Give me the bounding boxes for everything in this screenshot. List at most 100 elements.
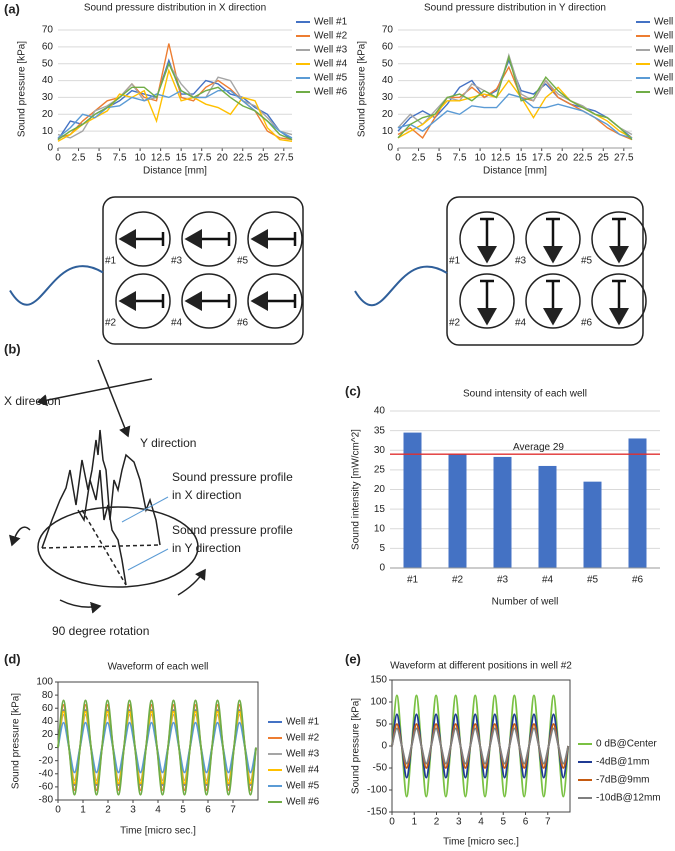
series-line [57,699,257,796]
x-axis-label: Distance [mm] [143,166,207,177]
panel-label: (b) [4,341,21,356]
well-label: #4 [515,318,527,329]
legend-label: Well #3 [314,45,348,56]
series-line [57,43,293,141]
legend-label: Well #4 [314,59,348,70]
x-axis-label: Time [micro sec.] [443,837,519,848]
well [181,273,237,329]
legend-label: Well #2 [654,31,675,42]
well-label: #2 [105,318,117,329]
y-tick-label: 0 [379,563,385,574]
series-line [57,89,293,139]
rotate-arrow [9,526,31,547]
well [115,211,171,267]
y-tick-label: -60 [39,782,54,793]
sketch: X direction Y direction Sound pressure p… [4,359,293,638]
well [459,211,515,267]
y-tick-label: -20 [39,755,54,766]
bar [538,465,557,568]
well-label: #5 [237,256,249,267]
dash-x [41,544,161,549]
cable [354,265,448,307]
y-tick-label: 20 [42,729,54,740]
x-tick-label: #2 [452,575,464,586]
y-tick-label: 10 [374,523,386,534]
legend-label: Well #6 [314,87,348,98]
bar [583,481,602,568]
profile-x [41,429,161,549]
y-axis-label: Sound pressure [kPa] [17,41,28,137]
legend-label: Well #3 [654,45,675,56]
y-tick-label: 0 [381,741,387,752]
x-tick-label: 2 [105,805,111,816]
well-label: #1 [449,256,461,267]
y-tick-label: 60 [382,41,394,52]
x-tick-label: 5 [500,817,506,828]
legend-label: Well #6 [654,87,675,98]
legend-label: Well #5 [314,73,348,84]
x-tick-label: 7 [230,805,236,816]
panel-label: (a) [4,1,20,16]
y-tick-label: 70 [382,25,394,36]
x-tick-label: 6 [205,805,211,816]
x-tick-label: 10 [135,153,147,164]
legend-label: Well #5 [286,781,320,792]
x-tick-label: 17.5 [192,153,212,164]
x-tick-label: #1 [407,575,419,586]
y-tick-label: 100 [36,677,53,688]
series-line [397,79,633,139]
well [247,273,303,329]
x-tick-label: 1 [80,805,86,816]
y-axis-label: Sound pressure [kPa] [11,693,22,789]
x-axis-label: Time [micro sec.] [120,826,196,837]
y-arrow [97,359,131,438]
panel-label: (e) [345,651,361,666]
x-tick-label: 10 [475,153,487,164]
y-tick-label: 70 [42,25,54,36]
y-axis-label: Sound pressure [kPa] [357,41,368,137]
x-tick-label: 17.5 [532,153,552,164]
x-tick-label: 15 [176,153,188,164]
y-tick-label: 25 [374,465,386,476]
well [181,211,237,267]
chart-title: Sound pressure distribution in X directi… [84,3,266,14]
panel-label: (c) [345,383,361,398]
well-label: #3 [515,256,527,267]
legend-label: -4dB@1mm [596,757,650,768]
legend-label: 0 dB@Center [596,739,657,750]
y-tick-label: 30 [42,92,54,103]
x-tick-label: 12.5 [151,153,171,164]
x-tick-label: 3 [456,817,462,828]
y-tick-label: 20 [374,484,386,495]
y-tick-label: -50 [373,763,388,774]
well [459,273,515,329]
well [591,273,647,329]
y-tick-label: 40 [374,406,386,417]
series-line [397,54,633,141]
x-tick-label: 1 [411,817,417,828]
chart-title: Sound pressure distribution in Y directi… [424,3,606,14]
x-tick-label: 20 [557,153,569,164]
well [525,273,581,329]
x-tick-label: 20 [217,153,229,164]
y-tick-label: 35 [374,425,386,436]
y-tick-label: 20 [42,109,54,120]
label: 90 degree rotation [52,624,149,638]
y-tick-label: 150 [370,675,387,686]
chart-title: Sound intensity of each well [463,389,587,400]
x-tick-label: #4 [542,575,554,586]
series-line [397,93,633,139]
x-tick-label: 6 [523,817,529,828]
x-tick-label: #3 [497,575,509,586]
bar [448,454,467,568]
x-tick-label: 7.5 [453,153,467,164]
legend-label: Well #4 [286,765,320,776]
x-arrow [36,378,153,407]
y-tick-label: 10 [42,126,54,137]
x-tick-label: 12.5 [491,153,511,164]
y-tick-label: 0 [47,143,53,154]
x-tick-label: 22.5 [573,153,593,164]
chart-title: Waveform of each well [108,662,209,673]
y-tick-label: 60 [42,41,54,52]
well-label: #1 [105,256,117,267]
